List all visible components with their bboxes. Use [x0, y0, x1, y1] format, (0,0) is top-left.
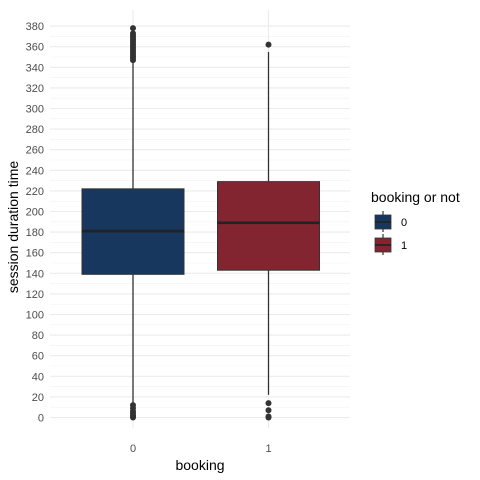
y-tick-label: 240 — [26, 165, 44, 177]
y-tick-label: 140 — [26, 268, 44, 280]
outlier-point — [265, 41, 272, 48]
box-iqr — [217, 181, 320, 271]
boxes — [81, 25, 320, 421]
y-tick-label: 340 — [26, 62, 44, 74]
legend-title: booking or not — [371, 189, 460, 205]
legend: booking or not 0 1 — [371, 189, 460, 255]
outlier-point — [130, 402, 136, 409]
y-tick-label: 320 — [26, 83, 44, 95]
x-tick-label: 0 — [130, 443, 136, 455]
y-tick-label: 180 — [26, 227, 44, 239]
y-tick-label: 200 — [26, 207, 44, 219]
y-tick-label: 0 — [38, 413, 44, 425]
y-tick-label: 280 — [26, 124, 44, 136]
x-tick-label: 1 — [265, 443, 271, 455]
y-tick-label: 300 — [26, 104, 44, 116]
outlier-point — [265, 400, 272, 407]
y-tick-label: 160 — [26, 248, 44, 260]
y-tick-label: 380 — [26, 21, 44, 33]
y-tick-label: 80 — [32, 330, 44, 342]
y-tick-label: 60 — [32, 351, 44, 363]
legend-label: 1 — [401, 240, 407, 252]
y-tick-label: 120 — [26, 289, 44, 301]
y-tick-label: 100 — [26, 310, 44, 322]
outlier-point — [130, 30, 136, 37]
legend-key-0 — [374, 211, 392, 232]
y-axis-title: session duration time — [5, 161, 21, 294]
legend-key-1 — [374, 234, 392, 255]
y-tick-label: 220 — [26, 186, 44, 198]
y-tick-label: 360 — [26, 42, 44, 54]
outlier-point — [265, 407, 272, 414]
y-tick-label: 40 — [32, 371, 44, 383]
x-axis-title: booking — [175, 457, 224, 473]
outlier-point — [130, 25, 136, 32]
y-tick-label: 260 — [26, 145, 44, 157]
outlier-point — [265, 413, 272, 420]
y-axis-tick-labels: 0 20 40 60 80 100 120 140 160 180 200 220 240 260 280 3… — [26, 21, 44, 424]
box-0 — [81, 25, 185, 421]
box-1 — [217, 41, 320, 421]
y-tick-label: 20 — [32, 392, 44, 404]
legend-label: 0 — [401, 217, 407, 229]
